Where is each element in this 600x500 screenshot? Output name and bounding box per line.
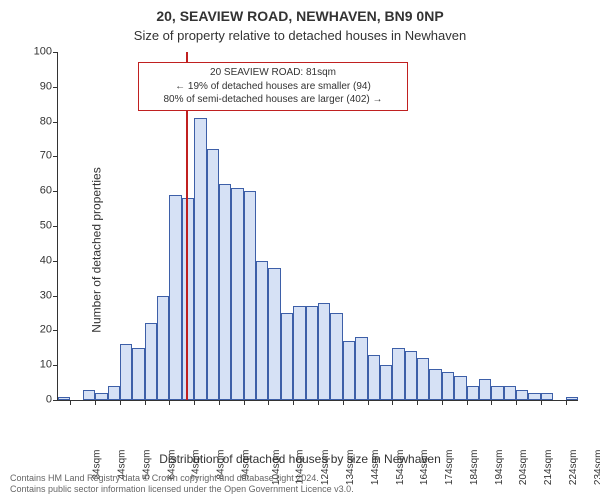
histogram-bar [429,369,441,400]
x-tick-mark [467,400,468,405]
histogram-bar [207,149,219,400]
y-tick-mark [53,400,58,401]
x-tick-mark [194,400,195,405]
chart-subtitle: Size of property relative to detached ho… [0,28,600,43]
histogram-bar [392,348,404,400]
histogram-bar [281,313,293,400]
x-tick-mark [343,400,344,405]
x-tick-mark [491,400,492,405]
x-axis-label: Distribution of detached houses by size … [0,452,600,466]
annotation-line: 80% of semi-detached houses are larger (… [145,93,401,107]
x-tick-mark [541,400,542,405]
x-tick-mark [392,400,393,405]
histogram-bar [318,303,330,400]
histogram-bar [566,397,578,400]
x-tick-mark [219,400,220,405]
histogram-bar [58,397,70,400]
attribution-footer: Contains HM Land Registry data © Crown c… [10,473,590,496]
histogram-bar [541,393,553,400]
y-tick-mark [53,365,58,366]
x-tick-mark [442,400,443,405]
histogram-bar [194,118,206,400]
histogram-bar [491,386,503,400]
histogram-bar [442,372,454,400]
y-tick-mark [53,122,58,123]
x-tick-mark [169,400,170,405]
histogram-bar [528,393,540,400]
y-tick-mark [53,52,58,53]
histogram-bar [368,355,380,400]
x-tick-mark [268,400,269,405]
y-tick-mark [53,296,58,297]
histogram-bar [516,390,528,400]
histogram-bar [454,376,466,400]
annotation-line: ← 19% of detached houses are smaller (94… [145,80,401,94]
footer-line: Contains public sector information licen… [10,484,590,496]
y-tick-mark [53,87,58,88]
y-tick-mark [53,191,58,192]
histogram-bar [182,198,194,400]
x-tick-mark [566,400,567,405]
histogram-bar [467,386,479,400]
histogram-bar [95,393,107,400]
histogram-bar [355,337,367,400]
histogram-bar [83,390,95,400]
x-tick-mark [318,400,319,405]
histogram-bar [132,348,144,400]
y-tick-mark [53,226,58,227]
y-tick-mark [53,261,58,262]
x-tick-mark [120,400,121,405]
histogram-bar [343,341,355,400]
histogram-bar [145,323,157,400]
histogram-bar [405,351,417,400]
page-title: 20, SEAVIEW ROAD, NEWHAVEN, BN9 0NP [0,8,600,24]
annotation-line: 20 SEAVIEW ROAD: 81sqm [145,66,401,80]
histogram-bar [306,306,318,400]
annotation-box: 20 SEAVIEW ROAD: 81sqm← 19% of detached … [138,62,408,111]
histogram-bar [219,184,231,400]
x-tick-mark [516,400,517,405]
x-tick-mark [417,400,418,405]
histogram-bar [157,296,169,400]
x-tick-mark [293,400,294,405]
histogram-bar [417,358,429,400]
x-tick-mark [145,400,146,405]
histogram-bar [231,188,243,400]
histogram-bar [330,313,342,400]
histogram-bar [293,306,305,400]
x-tick-mark [368,400,369,405]
chart-plot-area: 010203040506070809010034sqm44sqm54sqm64s… [58,52,578,400]
histogram-bar [504,386,516,400]
y-tick-mark [53,156,58,157]
histogram-bar [169,195,181,400]
footer-line: Contains HM Land Registry data © Crown c… [10,473,590,485]
histogram-bar [380,365,392,400]
y-tick-mark [53,330,58,331]
x-tick-mark [70,400,71,405]
histogram-bar [268,268,280,400]
x-tick-mark [95,400,96,405]
x-tick-mark [244,400,245,405]
histogram-bar [244,191,256,400]
histogram-bar [256,261,268,400]
histogram-bar [120,344,132,400]
histogram-bar [108,386,120,400]
histogram-bar [479,379,491,400]
